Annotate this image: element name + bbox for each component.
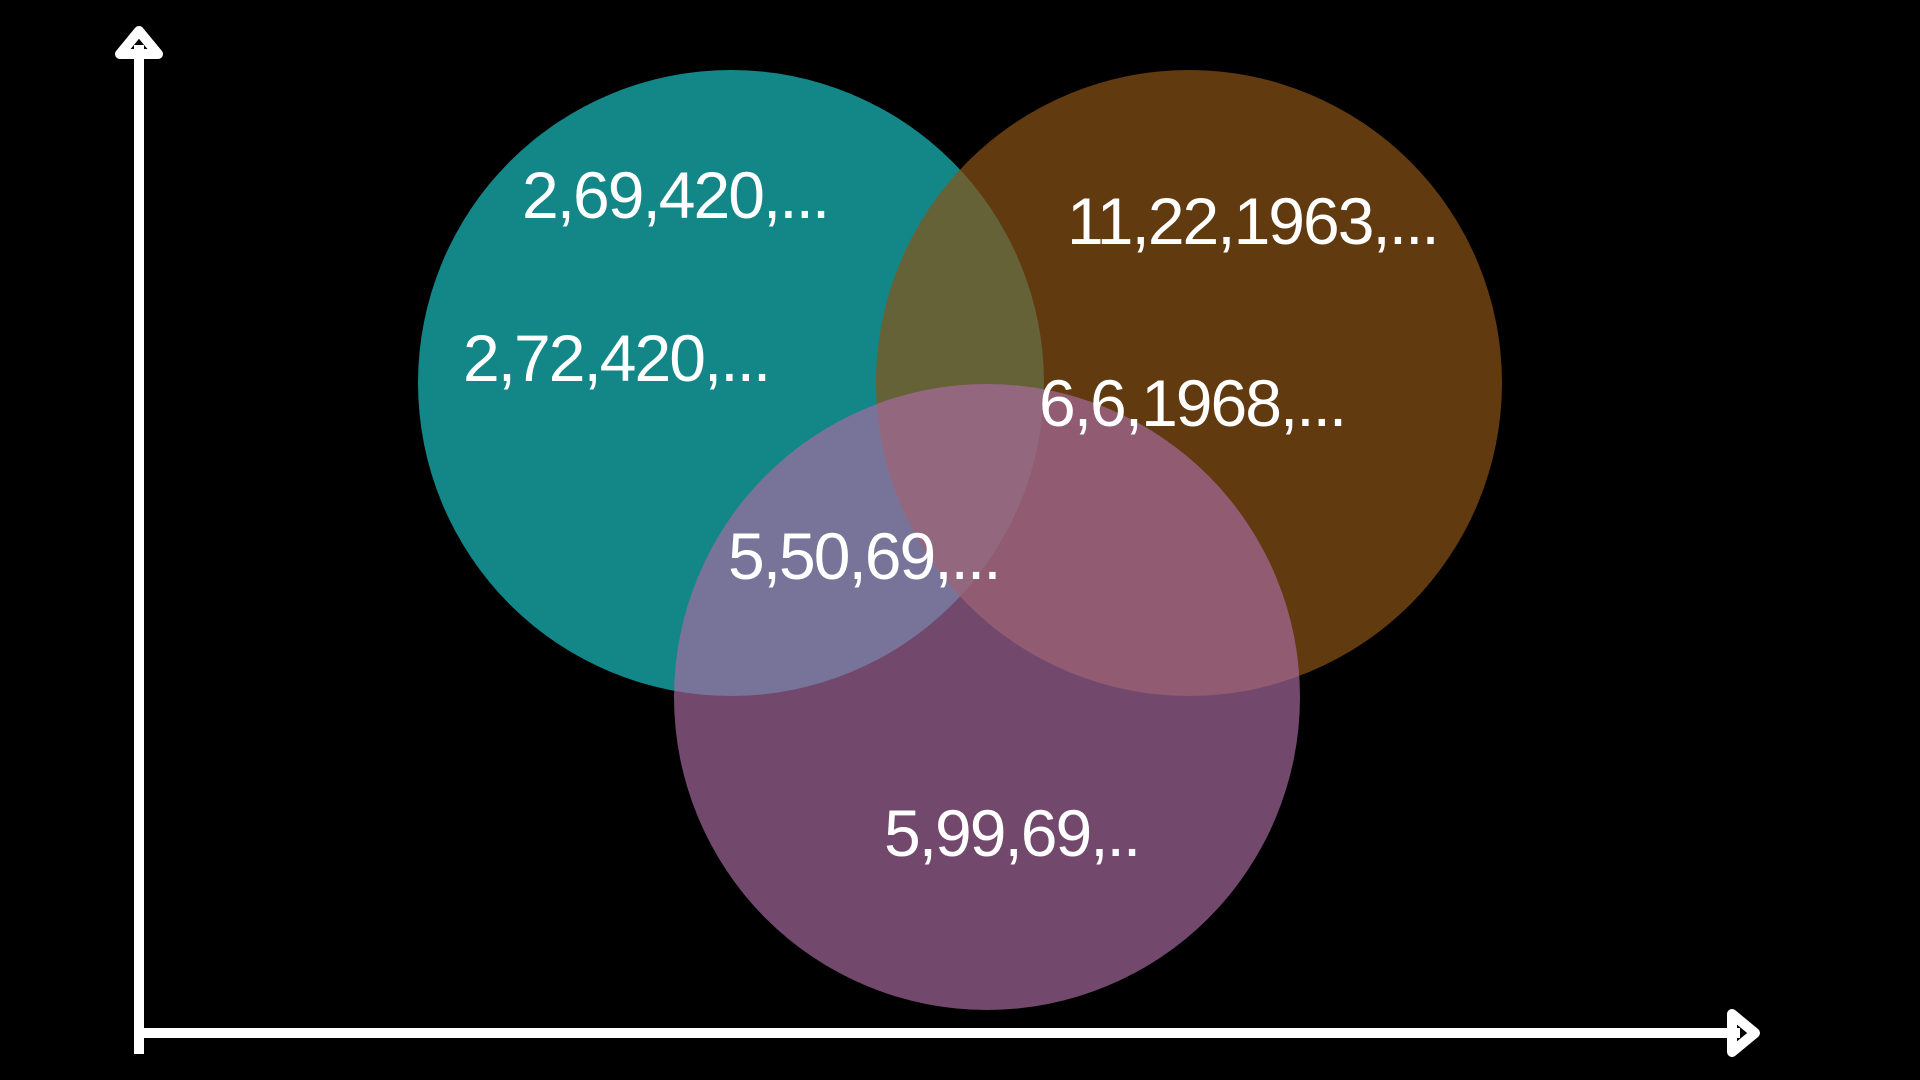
circle-bottom <box>674 384 1300 1010</box>
label-left-top: 2,69,420,... <box>522 158 828 232</box>
label-right-middle: 6,6,1968,... <box>1039 366 1345 440</box>
y-axis-arrow-icon <box>115 26 163 59</box>
label-bottom: 5,99,69,.. <box>884 796 1139 870</box>
label-center: 5,50,69,... <box>728 519 1000 593</box>
label-left-middle: 2,72,420,... <box>463 321 769 395</box>
label-right-top: 11,22,1963,... <box>1067 184 1438 258</box>
x-axis-arrow-icon <box>1727 1009 1760 1057</box>
